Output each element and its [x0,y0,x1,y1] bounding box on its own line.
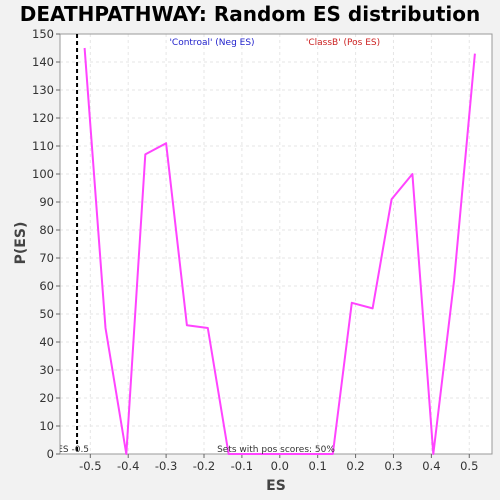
y-tick-label: 60 [39,279,54,293]
y-axis-label: P(ES) [13,222,29,265]
x-tick-label: 0.3 [384,459,402,473]
y-tick-label: 130 [32,83,54,97]
y-tick-label: 10 [39,419,54,433]
sets-with-pos-scores-label: Sets with pos scores: 50% [217,445,335,455]
pos-es-label: 'ClassB' (Pos ES) [306,38,380,48]
x-tick-label: 0.4 [422,459,440,473]
y-tick-label: 100 [32,167,54,181]
x-tick-label: 0.5 [460,459,478,473]
y-tick-label: 20 [39,391,54,405]
y-tick-label: 140 [32,55,54,69]
plot-area [60,34,492,454]
y-tick-label: 120 [32,111,54,125]
grid-lines [60,33,492,455]
series-lines [83,47,476,455]
y-tick-label: 110 [32,139,54,153]
y-tick-label: 150 [32,27,54,41]
y-ticks: 0 10 20 30 40 50 60 70 80 90 100 110 120 130 140 150 [32,27,60,461]
chart-title: DEATHPATHWAY: Random ES distribution [20,2,480,26]
x-tick-label: -0.5 [79,459,101,473]
y-tick-label: 50 [39,307,54,321]
y-tick-label: 30 [39,363,54,377]
neg-es-label: 'Controal' (Neg ES) [169,38,254,48]
x-ticks: -0.5 -0.4 -0.3 -0.2 -0.1 0.0 0.1 0.2 0.3 0.4 0.5 [79,454,478,473]
x-tick-label: 0.0 [271,459,289,473]
x-tick-label: -0.3 [155,459,177,473]
x-axis-label: ES [266,478,286,494]
x-tick-label: -0.2 [193,459,215,473]
x-tick-label: -0.4 [117,459,139,473]
y-tick-label: 90 [39,195,54,209]
y-tick-label: 80 [39,223,54,237]
y-tick-label: 40 [39,335,54,349]
y-tick-label: 0 [47,447,54,461]
actual-es-label: Actual ES -0.5 [26,445,89,455]
y-tick-label: 70 [39,251,54,265]
x-tick-label: -0.1 [231,459,253,473]
x-tick-label: 0.1 [309,459,327,473]
actual-es-marker: Actual ES -0.5 [26,34,89,455]
series-line [83,47,476,455]
x-tick-label: 0.2 [346,459,364,473]
